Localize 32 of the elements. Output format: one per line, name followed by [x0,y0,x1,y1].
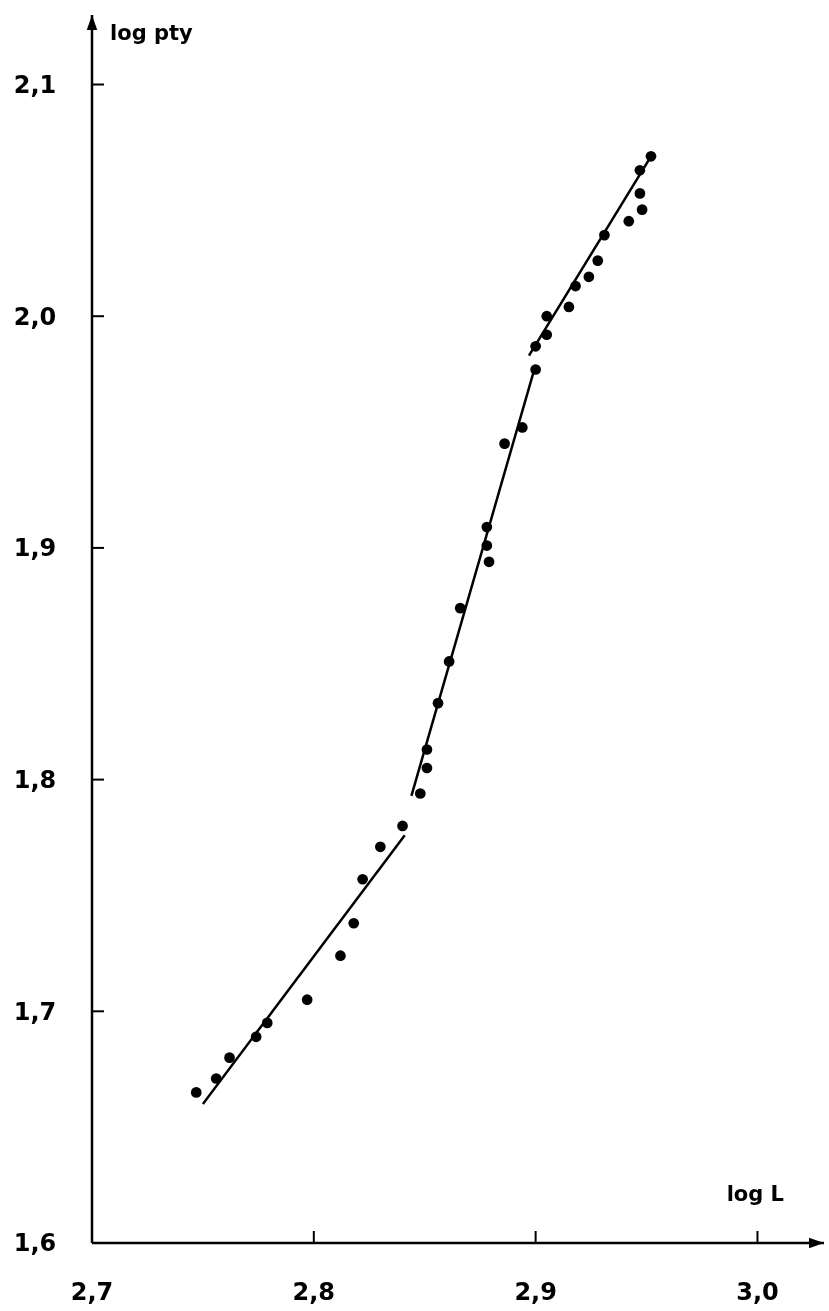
point [592,255,604,266]
point [483,556,495,568]
point [499,438,510,449]
y-tick-label: 1,8 [13,766,57,794]
point [563,301,575,313]
y-tick-label: 2,0 [13,302,57,331]
point [224,1052,235,1063]
point [454,602,466,614]
x-tick-label: 2,7 [70,1278,114,1306]
point [301,994,313,1006]
point [397,820,408,832]
point [375,841,386,853]
point [414,788,426,799]
point [583,271,595,283]
point [634,188,646,199]
point [190,1087,202,1098]
y-tick-label: 2,1 [13,70,57,99]
x-axis-title: log L [726,1182,784,1206]
x-tick-label: 2,8 [292,1278,336,1306]
y-tick-label: 1,9 [13,534,57,563]
x-tick-label: 2,9 [514,1278,557,1306]
y-tick-label: 1,7 [13,997,57,1026]
point [348,917,360,929]
x-tick-label: 3,0 [736,1278,779,1306]
point [421,762,433,774]
y-axis-title: log pty [110,21,194,45]
point [357,873,368,885]
point [636,204,648,215]
point [335,950,346,962]
point [623,215,635,227]
point [541,310,553,322]
y-tick-label: 1,6 [13,1229,57,1258]
